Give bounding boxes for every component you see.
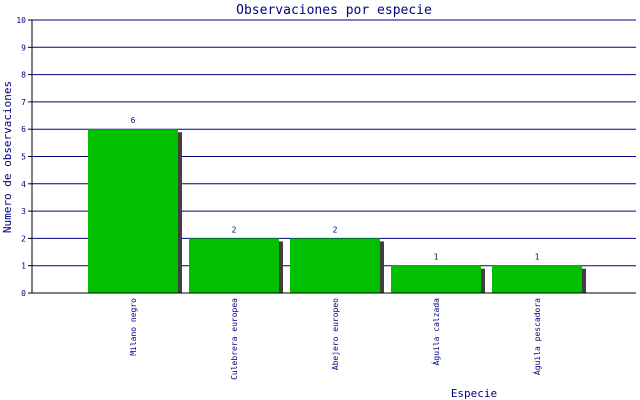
bar — [391, 265, 481, 293]
x-tick-label: Águila pescadora — [531, 298, 542, 375]
y-tick-label: 5 — [21, 153, 26, 162]
data-labels: 6 2 2 1 1 — [131, 116, 540, 262]
x-tick-label: Abejero europeo — [331, 298, 340, 370]
data-label: 2 — [333, 225, 338, 234]
y-tick-labels: 0 1 2 3 4 5 6 7 8 9 10 — [16, 16, 26, 298]
y-tick-label: 9 — [21, 43, 26, 52]
x-tick-label: Águila calzada — [430, 298, 441, 366]
data-label: 1 — [535, 253, 540, 262]
x-tick-label: Milano negro — [129, 298, 138, 356]
x-tick-labels: Milano negro Culebrera europea Abejero eur… — [129, 298, 542, 380]
y-tick-label: 0 — [21, 289, 26, 298]
y-tick-label: 2 — [21, 234, 26, 243]
bar — [290, 238, 380, 293]
bar — [492, 265, 582, 293]
bar — [88, 129, 178, 293]
data-label: 6 — [131, 116, 136, 125]
y-tick-label: 4 — [21, 180, 26, 189]
data-label: 2 — [232, 225, 237, 234]
bar — [189, 238, 279, 293]
y-tick-label: 10 — [16, 16, 26, 25]
y-tick-label: 8 — [21, 71, 26, 80]
data-label: 1 — [434, 253, 439, 262]
y-tick-label: 3 — [21, 207, 26, 216]
y-tick-label: 1 — [21, 262, 26, 271]
chart-title: Observaciones por especie — [236, 3, 432, 18]
axes — [28, 19, 636, 294]
bars — [88, 129, 586, 293]
y-tick-label: 6 — [21, 125, 26, 134]
x-axis-label: Especie — [451, 387, 497, 400]
y-axis-label: Numero de observaciones — [1, 81, 14, 233]
y-tick-label: 7 — [21, 98, 26, 107]
x-tick-label: Culebrera europea — [230, 298, 239, 380]
